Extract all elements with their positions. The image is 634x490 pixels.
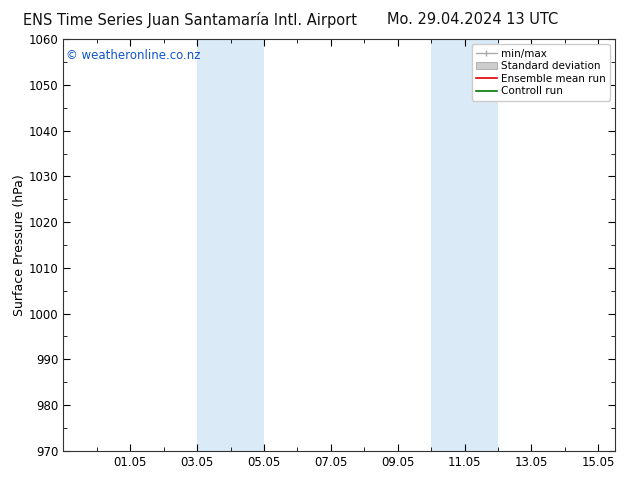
Text: ENS Time Series Juan Santamaría Intl. Airport: ENS Time Series Juan Santamaría Intl. Ai… xyxy=(23,12,357,28)
Text: Mo. 29.04.2024 13 UTC: Mo. 29.04.2024 13 UTC xyxy=(387,12,558,27)
Bar xyxy=(431,39,498,451)
Legend: min/max, Standard deviation, Ensemble mean run, Controll run: min/max, Standard deviation, Ensemble me… xyxy=(472,45,610,100)
Y-axis label: Surface Pressure (hPa): Surface Pressure (hPa) xyxy=(13,174,26,316)
Bar xyxy=(197,39,264,451)
Text: © weatheronline.co.nz: © weatheronline.co.nz xyxy=(66,49,200,63)
